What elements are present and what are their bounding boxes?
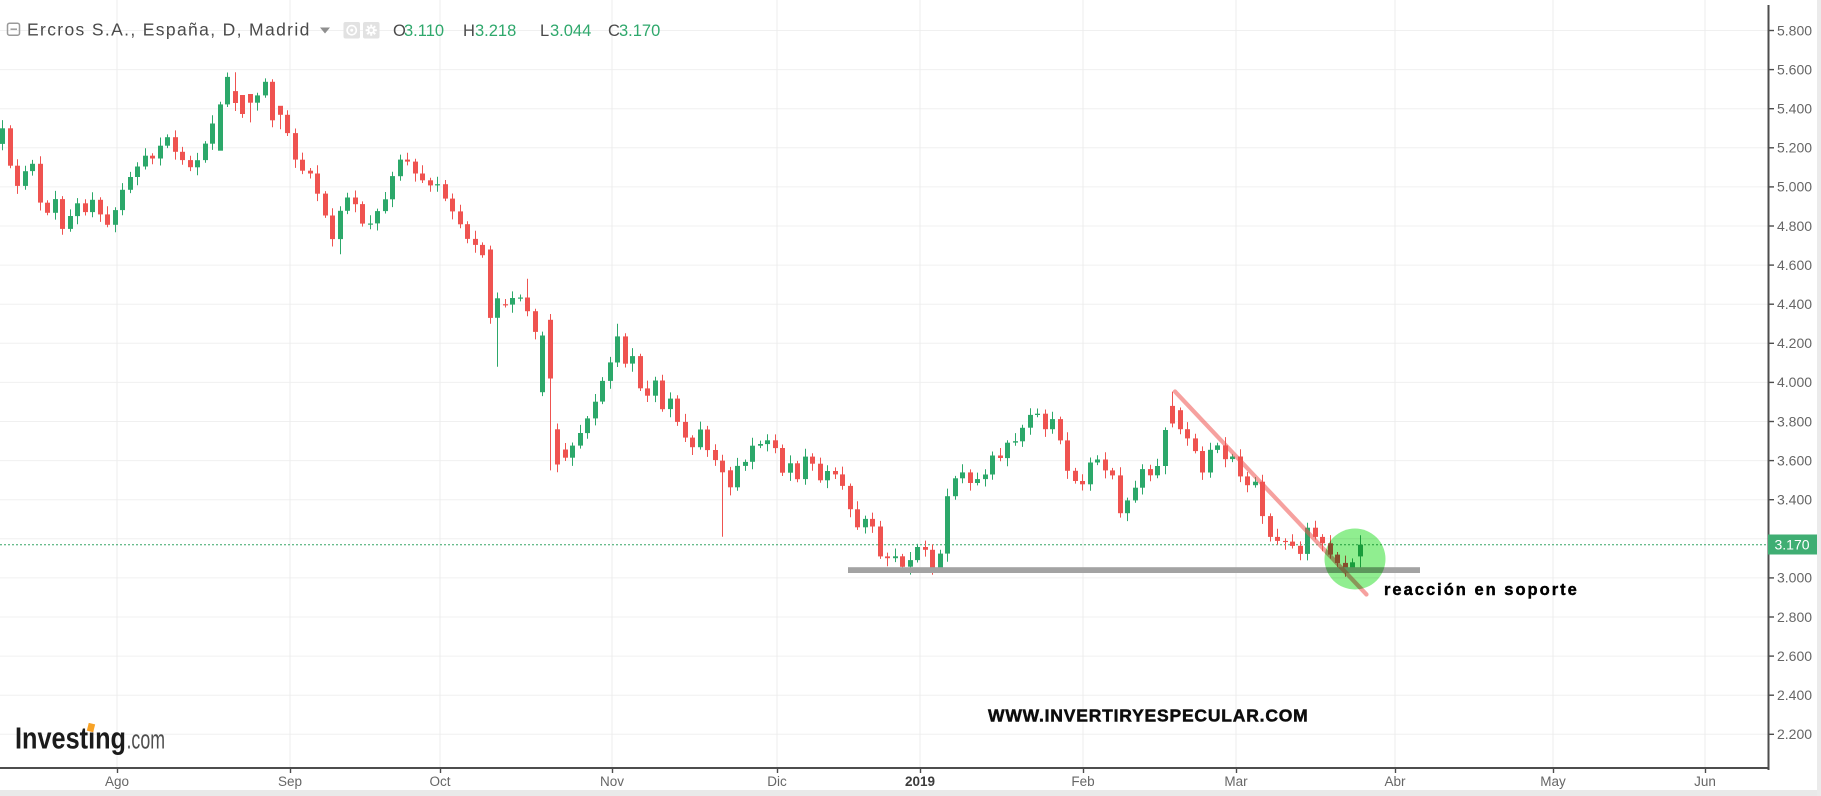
svg-text:Investıng: Investıng <box>15 722 126 756</box>
svg-text:.com: .com <box>127 725 166 755</box>
svg-text:4.000: 4.000 <box>1777 374 1812 390</box>
svg-text:reacción en soporte: reacción en soporte <box>1384 581 1579 599</box>
svg-text:3.170: 3.170 <box>1775 537 1810 553</box>
svg-text:5.400: 5.400 <box>1777 101 1812 117</box>
svg-text:4.800: 4.800 <box>1777 218 1812 234</box>
svg-text:Mar: Mar <box>1224 774 1248 789</box>
svg-text:4.400: 4.400 <box>1777 296 1812 312</box>
svg-text:Sep: Sep <box>278 774 302 789</box>
svg-text:3.110: 3.110 <box>404 22 444 40</box>
svg-text:Abr: Abr <box>1384 774 1406 789</box>
svg-text:2.800: 2.800 <box>1777 609 1812 625</box>
svg-text:Oct: Oct <box>429 774 450 789</box>
svg-text:4.200: 4.200 <box>1777 335 1812 351</box>
svg-text:3.000: 3.000 <box>1777 570 1812 586</box>
svg-text:2019: 2019 <box>905 774 935 789</box>
svg-text:May: May <box>1540 774 1566 789</box>
svg-text:5.200: 5.200 <box>1777 140 1812 156</box>
svg-text:Ercros S.A., España, D, Madrid: Ercros S.A., España, D, Madrid <box>27 20 311 40</box>
svg-text:WWW.INVERTIRYESPECULAR.COM: WWW.INVERTIRYESPECULAR.COM <box>988 706 1309 726</box>
svg-text:C: C <box>608 22 620 40</box>
svg-text:5.000: 5.000 <box>1777 179 1812 195</box>
svg-text:2.200: 2.200 <box>1777 726 1812 742</box>
svg-text:5.600: 5.600 <box>1777 61 1812 77</box>
svg-text:3.400: 3.400 <box>1777 492 1812 508</box>
svg-text:O: O <box>393 22 406 40</box>
svg-text:Dic: Dic <box>767 774 787 789</box>
svg-text:H: H <box>463 22 475 40</box>
svg-text:Feb: Feb <box>1071 774 1094 789</box>
svg-text:L: L <box>540 22 549 40</box>
svg-text:3.600: 3.600 <box>1777 452 1812 468</box>
svg-text:3.800: 3.800 <box>1777 413 1812 429</box>
svg-text:3.218: 3.218 <box>475 22 516 40</box>
svg-text:5.800: 5.800 <box>1777 22 1812 38</box>
svg-text:2.600: 2.600 <box>1777 648 1812 664</box>
svg-text:2.400: 2.400 <box>1777 687 1812 703</box>
svg-text:Jun: Jun <box>1694 774 1716 789</box>
svg-text:4.600: 4.600 <box>1777 257 1812 273</box>
svg-text:3.170: 3.170 <box>619 22 660 40</box>
svg-text:Ago: Ago <box>105 774 129 789</box>
svg-text:3.044: 3.044 <box>550 22 591 40</box>
svg-text:Nov: Nov <box>600 774 624 789</box>
